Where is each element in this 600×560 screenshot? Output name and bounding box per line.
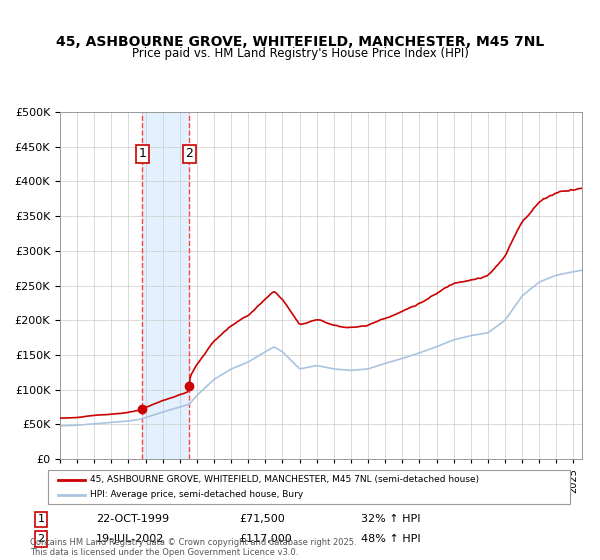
Text: 48% ↑ HPI: 48% ↑ HPI (361, 534, 421, 544)
Text: HPI: Average price, semi-detached house, Bury: HPI: Average price, semi-detached house,… (90, 490, 303, 499)
Text: 45, ASHBOURNE GROVE, WHITEFIELD, MANCHESTER, M45 7NL (semi-detached house): 45, ASHBOURNE GROVE, WHITEFIELD, MANCHES… (90, 475, 479, 484)
Text: 32% ↑ HPI: 32% ↑ HPI (361, 515, 421, 524)
Text: 2: 2 (37, 534, 44, 544)
Text: Price paid vs. HM Land Registry's House Price Index (HPI): Price paid vs. HM Land Registry's House … (131, 46, 469, 60)
Text: £117,000: £117,000 (240, 534, 293, 544)
Text: Contains HM Land Registry data © Crown copyright and database right 2025.
This d: Contains HM Land Registry data © Crown c… (30, 538, 356, 557)
Text: 1: 1 (38, 515, 44, 524)
Bar (142, 112, 189, 459)
Text: 2: 2 (185, 147, 193, 160)
Text: 19-JUL-2002: 19-JUL-2002 (96, 534, 164, 544)
Text: £71,500: £71,500 (240, 515, 286, 524)
FancyBboxPatch shape (48, 470, 570, 504)
Text: 22-OCT-1999: 22-OCT-1999 (96, 515, 169, 524)
Text: 45, ASHBOURNE GROVE, WHITEFIELD, MANCHESTER, M45 7NL: 45, ASHBOURNE GROVE, WHITEFIELD, MANCHES… (56, 35, 544, 49)
Text: 1: 1 (138, 147, 146, 160)
